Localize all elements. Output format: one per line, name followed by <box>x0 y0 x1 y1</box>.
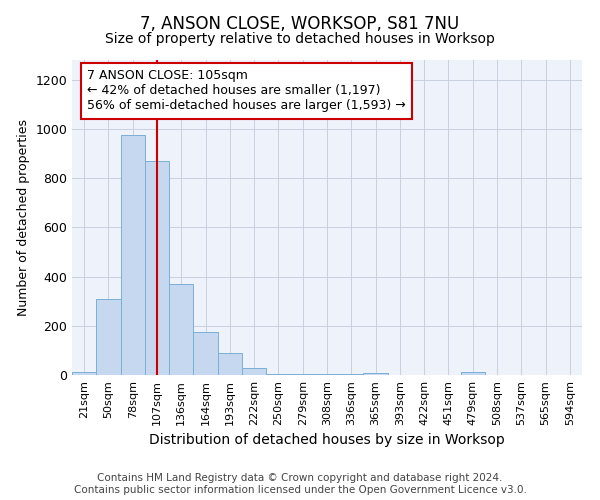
Text: Size of property relative to detached houses in Worksop: Size of property relative to detached ho… <box>105 32 495 46</box>
Text: 7 ANSON CLOSE: 105sqm
← 42% of detached houses are smaller (1,197)
56% of semi-d: 7 ANSON CLOSE: 105sqm ← 42% of detached … <box>88 70 406 112</box>
Bar <box>364 372 388 375</box>
Bar <box>169 284 193 375</box>
Bar <box>266 374 290 375</box>
Y-axis label: Number of detached properties: Number of detached properties <box>17 119 30 316</box>
Bar <box>96 298 121 375</box>
Bar <box>315 374 339 375</box>
Bar <box>218 354 242 375</box>
Text: Contains HM Land Registry data © Crown copyright and database right 2024.
Contai: Contains HM Land Registry data © Crown c… <box>74 474 526 495</box>
Bar <box>193 332 218 375</box>
Bar <box>72 372 96 375</box>
Text: 7, ANSON CLOSE, WORKSOP, S81 7NU: 7, ANSON CLOSE, WORKSOP, S81 7NU <box>140 15 460 33</box>
X-axis label: Distribution of detached houses by size in Worksop: Distribution of detached houses by size … <box>149 434 505 448</box>
Bar <box>242 368 266 375</box>
Bar <box>290 374 315 375</box>
Bar <box>121 135 145 375</box>
Bar <box>339 374 364 375</box>
Bar <box>145 161 169 375</box>
Bar <box>461 372 485 375</box>
